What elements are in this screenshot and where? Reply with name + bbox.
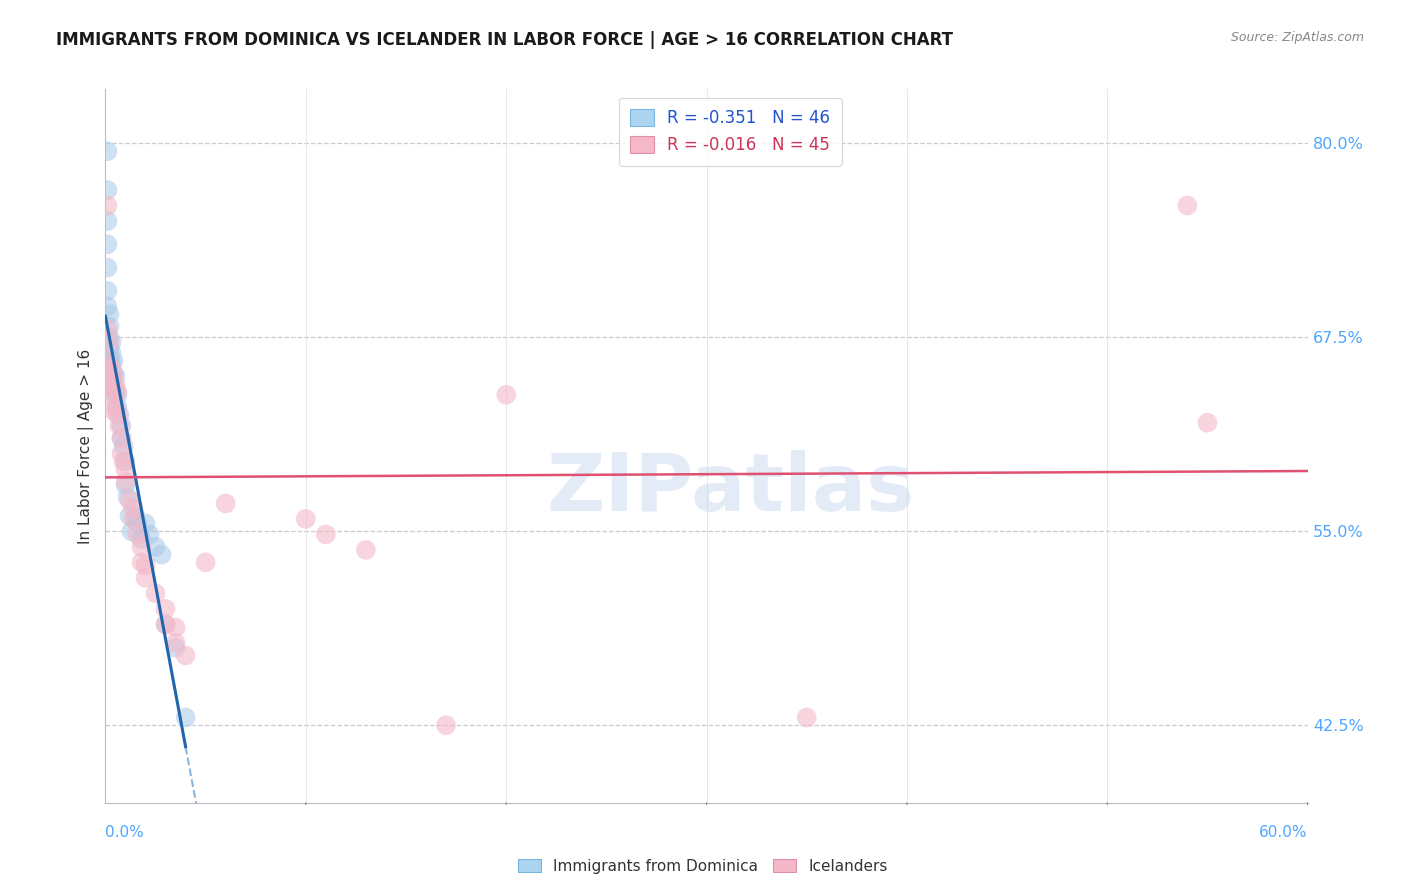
Point	[104, 384, 127, 399]
Point	[112, 454, 135, 468]
Point	[495, 388, 517, 402]
Text: ZIPatlas: ZIPatlas	[547, 450, 915, 528]
Point	[315, 527, 337, 541]
Point	[103, 403, 125, 417]
Point	[96, 353, 118, 368]
Point	[114, 475, 136, 489]
Point	[96, 284, 118, 298]
Point	[121, 524, 143, 539]
Legend: Immigrants from Dominica, Icelanders: Immigrants from Dominica, Icelanders	[512, 853, 894, 880]
Point	[98, 384, 121, 399]
Point	[122, 512, 145, 526]
Legend: R = -0.351   N = 46, R = -0.016   N = 45: R = -0.351 N = 46, R = -0.016 N = 45	[619, 97, 842, 166]
Point	[108, 418, 131, 433]
Point	[155, 617, 177, 632]
Point	[135, 571, 157, 585]
Point	[145, 586, 167, 600]
Point	[214, 496, 236, 510]
Point	[103, 366, 125, 380]
Point	[131, 555, 153, 569]
Point	[165, 640, 187, 655]
Point	[103, 388, 125, 402]
Point	[98, 334, 121, 349]
Point	[114, 477, 136, 491]
Point	[98, 330, 121, 344]
Point	[174, 648, 197, 663]
Point	[100, 361, 122, 376]
Point	[131, 540, 153, 554]
Point	[155, 617, 177, 632]
Point	[100, 380, 122, 394]
Point	[100, 382, 122, 396]
Point	[110, 431, 132, 445]
Text: 0.0%: 0.0%	[105, 825, 145, 840]
Point	[96, 299, 118, 313]
Point	[96, 260, 118, 275]
Point	[98, 361, 121, 376]
Point	[194, 555, 217, 569]
Point	[135, 516, 157, 531]
Point	[98, 307, 121, 321]
Point	[174, 710, 197, 724]
Point	[124, 508, 146, 523]
Point	[796, 710, 818, 724]
Point	[114, 462, 136, 476]
Point	[98, 372, 121, 386]
Point	[104, 401, 127, 415]
Point	[103, 353, 125, 368]
Point	[118, 508, 141, 523]
Point	[100, 346, 122, 360]
Point	[127, 527, 149, 541]
Point	[96, 323, 118, 337]
Point	[96, 214, 118, 228]
Point	[103, 369, 125, 384]
Point	[1177, 198, 1199, 212]
Point	[127, 516, 149, 531]
Point	[96, 183, 118, 197]
Y-axis label: In Labor Force | Age > 16: In Labor Force | Age > 16	[79, 349, 94, 543]
Point	[165, 636, 187, 650]
Point	[98, 372, 121, 386]
Point	[98, 319, 121, 334]
Point	[122, 501, 145, 516]
Point	[114, 454, 136, 468]
Point	[145, 540, 167, 554]
Point	[96, 198, 118, 212]
Text: 60.0%: 60.0%	[1260, 825, 1308, 840]
Point	[110, 431, 132, 445]
Point	[100, 369, 122, 384]
Point	[100, 334, 122, 349]
Point	[150, 548, 173, 562]
Point	[354, 543, 377, 558]
Point	[107, 408, 129, 422]
Point	[434, 718, 457, 732]
Point	[107, 384, 129, 399]
Point	[98, 341, 121, 355]
Point	[98, 361, 121, 376]
Point	[107, 401, 129, 415]
Point	[1197, 416, 1219, 430]
Point	[117, 490, 139, 504]
Point	[112, 439, 135, 453]
Point	[108, 408, 131, 422]
Point	[104, 376, 127, 391]
Point	[165, 620, 187, 634]
Point	[131, 532, 153, 546]
Point	[135, 558, 157, 573]
Text: Source: ZipAtlas.com: Source: ZipAtlas.com	[1230, 31, 1364, 45]
Point	[110, 418, 132, 433]
Point	[107, 388, 129, 402]
Point	[104, 369, 127, 384]
Point	[98, 353, 121, 368]
Point	[295, 512, 318, 526]
Point	[96, 237, 118, 252]
Point	[118, 493, 141, 508]
Point	[103, 376, 125, 391]
Point	[110, 447, 132, 461]
Point	[155, 602, 177, 616]
Point	[100, 357, 122, 371]
Point	[138, 527, 160, 541]
Point	[96, 145, 118, 159]
Text: IMMIGRANTS FROM DOMINICA VS ICELANDER IN LABOR FORCE | AGE > 16 CORRELATION CHAR: IMMIGRANTS FROM DOMINICA VS ICELANDER IN…	[56, 31, 953, 49]
